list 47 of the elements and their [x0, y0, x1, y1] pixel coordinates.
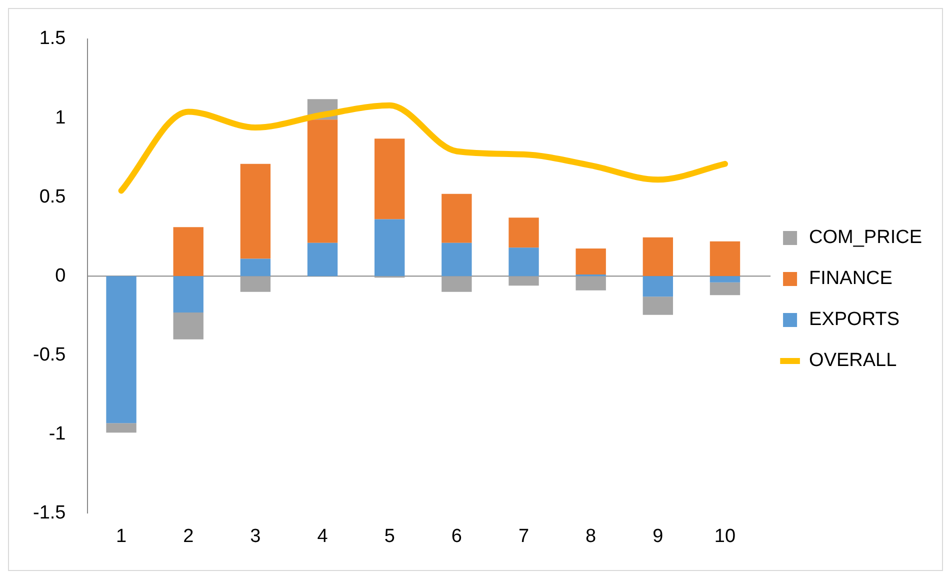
bar [374, 219, 405, 276]
x-tick-label: 1 [116, 526, 127, 547]
bar [508, 248, 539, 276]
bar [106, 276, 136, 424]
bar [710, 241, 740, 276]
y-tick-label: -0.5 [32, 344, 66, 366]
x-tick-label: 4 [317, 526, 328, 547]
bar [442, 194, 472, 243]
x-tick-label: 9 [652, 526, 664, 547]
bar [307, 242, 338, 276]
bar [240, 258, 271, 276]
bar [442, 276, 472, 292]
y-tick-label: 1.5 [39, 28, 66, 50]
bar [576, 248, 606, 275]
x-tick-label: 5 [384, 526, 395, 547]
bar [240, 164, 271, 259]
y-tick-label: 0.5 [39, 186, 66, 208]
bar [442, 242, 472, 276]
y-tick-label: -1 [48, 423, 66, 444]
bar [307, 120, 338, 243]
bar [642, 296, 674, 315]
bar [173, 276, 204, 312]
bar [240, 276, 271, 292]
legend-label: OVERALL [809, 350, 897, 372]
bar [508, 218, 539, 248]
y-tick-label: 0 [55, 265, 66, 286]
bar [710, 282, 740, 296]
x-tick-label: 2 [183, 526, 194, 547]
bar [173, 227, 204, 276]
bar [642, 237, 674, 276]
x-tick-label: 7 [518, 526, 530, 547]
legend-label: COM_PRICE [809, 227, 922, 248]
bar [710, 276, 740, 282]
bar [173, 312, 204, 340]
bar [106, 423, 136, 433]
bar [576, 276, 606, 290]
bar [508, 276, 539, 286]
y-tick-label: 1 [55, 107, 66, 128]
x-tick-label: 10 [714, 526, 736, 547]
y-tick-label: -1.5 [32, 502, 66, 524]
legend-label: EXPORTS [809, 309, 900, 330]
x-tick-label: 8 [586, 526, 596, 547]
x-tick-label: 3 [250, 526, 261, 547]
legend-label: FINANCE [809, 268, 892, 290]
bar [374, 138, 405, 220]
bar [642, 276, 674, 297]
x-tick-label: 6 [451, 526, 462, 547]
